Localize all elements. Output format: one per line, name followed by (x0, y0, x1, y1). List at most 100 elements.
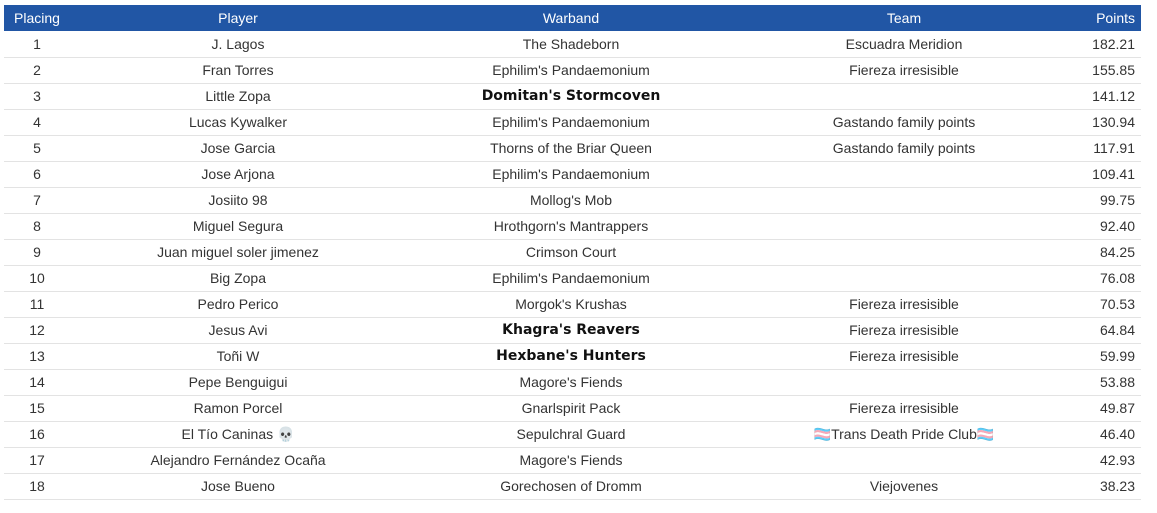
cell-player: J. Lagos (211, 35, 265, 52)
header-player[interactable]: Player (218, 10, 258, 26)
cell-warband: Hrothgorn's Mantrappers (493, 218, 649, 234)
cell-points: 182.21 (1092, 35, 1135, 52)
cell-points: 130.94 (1092, 114, 1135, 130)
cell-points: 99.75 (1099, 192, 1135, 208)
cell-placing: 10 (29, 270, 45, 286)
cell-warband: Gnarlspirit Pack (521, 400, 621, 416)
cell-team (736, 161, 1072, 187)
cell-points: 42.93 (1099, 452, 1135, 468)
cell-team (736, 213, 1072, 239)
cell-warband: Gorechosen of Dromm (500, 478, 642, 494)
cell-points: 38.23 (1099, 478, 1135, 494)
table-row: 7 Josiito 98 Mollog's Mob 99.75 (4, 187, 1141, 213)
table-row: 5 Jose Garcia Thorns of the Briar Queen Gas… (4, 135, 1141, 161)
cell-team: Viejovenes (869, 478, 939, 494)
header-team[interactable]: Team (886, 10, 922, 26)
cell-points: 117.91 (1093, 140, 1135, 156)
cell-warband: Ephilim's Pandaemonium (492, 270, 650, 286)
cell-team: 🏳️‍⚧️Trans Death Pride Club🏳️‍⚧️ (813, 425, 995, 442)
cell-player: Big Zopa (209, 270, 267, 286)
table-row: 2 Fran Torres Ephilim's Pandaemonium Fierez… (4, 57, 1141, 83)
cell-placing: 12 (29, 322, 45, 338)
cell-team: Fiereza irresisible (849, 400, 959, 416)
table-row: 9 Juan miguel soler jimenez Crimson Court 8… (4, 239, 1141, 265)
cell-team (736, 239, 1072, 265)
cell-warband: Magore's Fiends (519, 452, 623, 468)
cell-player: Jose Arjona (201, 166, 275, 182)
cell-warband: Hexbane's Hunters (496, 348, 646, 364)
table-row: 3 Little Zopa Domitan's Stormcoven 141.12 (4, 83, 1141, 109)
cell-points: 155.85 (1092, 62, 1135, 78)
header-warband[interactable]: Warband (542, 10, 600, 26)
cell-player: Josiito 98 (208, 192, 268, 208)
header-placing[interactable]: Placing (14, 10, 60, 26)
cell-placing: 9 (33, 244, 41, 260)
cell-player: Miguel Segura (192, 218, 284, 234)
cell-placing: 6 (33, 166, 41, 182)
table-row: 10 Big Zopa Ephilim's Pandaemonium 76.08 (4, 265, 1141, 291)
cell-player: Juan miguel soler jimenez (157, 244, 319, 260)
cell-team: Fiereza irresisible (849, 322, 959, 338)
cell-warband: Domitan's Stormcoven (481, 88, 661, 104)
cell-placing: 1 (33, 35, 41, 52)
table-header: Placing Player Warband Team Points (4, 5, 1141, 31)
cell-team: Fiereza irresisible (849, 348, 959, 364)
cell-placing: 4 (33, 114, 41, 130)
cell-warband: Sepulchral Guard (516, 426, 626, 442)
table-body: 1 J. Lagos The Shadeborn Escuadra Meridion 1… (4, 31, 1141, 499)
table-row: 12 Jesus Avi Khagra's Reavers Fiereza irres… (4, 317, 1141, 343)
cell-player: Little Zopa (205, 88, 271, 104)
cell-placing: 15 (29, 400, 45, 416)
cell-team (736, 265, 1072, 291)
cell-placing: 7 (33, 192, 41, 208)
table-row: 1 J. Lagos The Shadeborn Escuadra Meridion 1… (4, 31, 1141, 57)
cell-points: 46.40 (1099, 426, 1135, 442)
cell-team: Fiereza irresisible (849, 296, 959, 312)
cell-player: Jose Bueno (201, 478, 275, 494)
cell-placing: 2 (33, 62, 41, 78)
cell-points: 49.87 (1099, 400, 1135, 416)
cell-player: Jesus Avi (208, 322, 268, 338)
header-row: Placing Player Warband Team Points (4, 5, 1141, 31)
table-row: 13 Toñi W Hexbane's Hunters Fiereza irresis… (4, 343, 1141, 369)
cell-points: 64.84 (1099, 322, 1135, 338)
cell-points: 70.53 (1099, 296, 1135, 312)
cell-player: Ramon Porcel (193, 400, 283, 416)
table-row: 4 Lucas Kywalker Ephilim's Pandaemonium Gas… (4, 109, 1141, 135)
cell-team (736, 187, 1072, 213)
cell-placing: 17 (29, 452, 45, 468)
cell-player: Pepe Benguigui (188, 374, 288, 390)
cell-placing: 11 (29, 296, 45, 312)
cell-player: El Tío Caninas 💀 (181, 425, 295, 442)
table-row: 17 Alejandro Fernández Ocaña Magore's Fien… (4, 447, 1141, 473)
cell-warband: Crimson Court (525, 244, 617, 260)
cell-warband: Khagra's Reavers (502, 322, 640, 338)
cell-points: 84.25 (1099, 244, 1135, 260)
cell-placing: 14 (29, 374, 45, 390)
standings-table: Placing Player Warband Team Points 1 J. L… (4, 5, 1141, 500)
header-points[interactable]: Points (1096, 10, 1135, 26)
cell-team: Escuadra Meridion (845, 35, 963, 52)
cell-team: Fiereza irresisible (849, 62, 959, 78)
cell-team (736, 369, 1072, 395)
cell-points: 141.12 (1092, 88, 1135, 104)
cell-warband: Ephilim's Pandaemonium (492, 62, 650, 78)
table-row: 15 Ramon Porcel Gnarlspirit Pack Fiereza ir… (4, 395, 1141, 421)
cell-player: Pedro Perico (197, 296, 279, 312)
cell-player: Lucas Kywalker (188, 114, 288, 130)
cell-warband: Ephilim's Pandaemonium (492, 166, 650, 182)
cell-points: 59.99 (1099, 348, 1135, 364)
cell-points: 76.08 (1099, 270, 1135, 286)
cell-team (736, 83, 1072, 109)
cell-placing: 3 (33, 88, 41, 104)
table-row: 11 Pedro Perico Morgok's Krushas Fiereza ir… (4, 291, 1141, 317)
cell-player: Alejandro Fernández Ocaña (150, 452, 326, 468)
cell-warband: Ephilim's Pandaemonium (492, 114, 650, 130)
cell-warband: Thorns of the Briar Queen (490, 140, 652, 156)
cell-team: Gastando family points (832, 114, 976, 130)
cell-warband: Mollog's Mob (529, 192, 613, 208)
cell-warband: Morgok's Krushas (515, 296, 627, 312)
cell-placing: 13 (29, 348, 45, 364)
cell-points: 92.40 (1099, 218, 1135, 234)
cell-player: Fran Torres (202, 62, 274, 78)
